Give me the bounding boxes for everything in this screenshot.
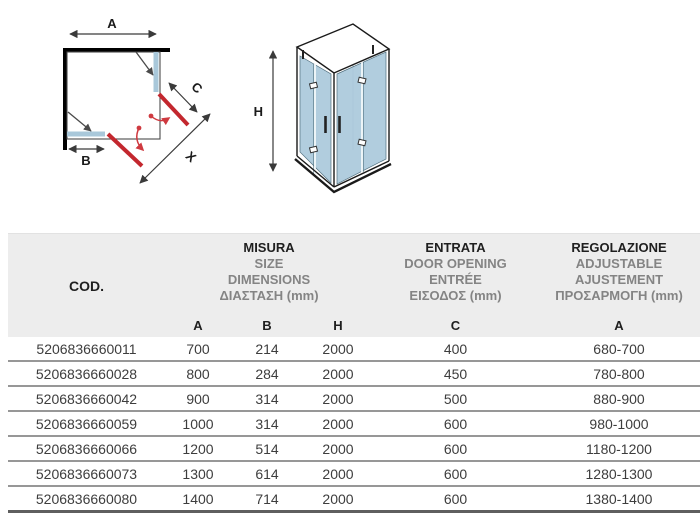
adjustable-cell: 680-700 xyxy=(538,337,700,362)
dim-h-cell: 2000 xyxy=(303,386,373,412)
adjustable-cell: 980-1000 xyxy=(538,411,700,437)
group-subtitle: ΠΡΟΣΑΡΜΟΓΗ (mm) xyxy=(555,288,683,303)
dim-a-cell: 1200 xyxy=(165,436,231,462)
hinges xyxy=(308,76,367,154)
door-opening-cell: 450 xyxy=(373,361,538,387)
column-header-a: A xyxy=(165,313,231,337)
dim-a-cell: 1400 xyxy=(165,486,231,513)
group-subtitle: AJUSTEMENT xyxy=(574,272,664,287)
cod-cell: 5206836660073 xyxy=(8,461,165,487)
dim-b-cell: 714 xyxy=(231,486,303,513)
dimension-a: A xyxy=(69,16,157,39)
dim-h-cell: 2000 xyxy=(303,361,373,387)
cod-cell: 5206836660059 xyxy=(8,411,165,437)
group-subtitle: DIMENSIONS xyxy=(227,272,311,287)
dim-a-cell: 900 xyxy=(165,386,231,412)
group-header-misura: MISURA SIZE DIMENSIONS ΔΙΑΣΤΑΣΗ (mm) xyxy=(165,233,373,313)
column-header-adj-a: A xyxy=(538,313,700,337)
group-subtitle: ΔΙΑΣΤΑΣΗ (mm) xyxy=(219,288,319,303)
spec-table: COD. MISURA SIZE DIMENSIONS ΔΙΑΣΤΑΣΗ (mm… xyxy=(8,233,700,513)
column-header-b: B xyxy=(231,313,303,337)
box-frame-edges xyxy=(296,47,390,188)
door-handles xyxy=(324,116,341,133)
door-opening-cell: 400 xyxy=(373,337,538,362)
spec-table-wrap: COD. MISURA SIZE DIMENSIONS ΔΙΑΣΤΑΣΗ (mm… xyxy=(8,233,700,513)
table-row: 5206836660073 1300 614 2000 600 1280-130… xyxy=(8,461,700,487)
dimension-x-label: X xyxy=(183,148,200,165)
cod-cell: 5206836660080 xyxy=(8,486,165,513)
dimension-a-label: A xyxy=(107,16,117,31)
door-opening-cell: 600 xyxy=(373,436,538,462)
dimension-h-label: H xyxy=(254,104,263,119)
group-title-misura: MISURA xyxy=(243,240,295,255)
table-row: 5206836660011 700 214 2000 400 680-700 xyxy=(8,337,700,362)
cod-cell: 5206836660042 xyxy=(8,386,165,412)
column-header-c: C xyxy=(373,313,538,337)
glass-leader-bottom-left xyxy=(67,111,92,132)
door-opening-cell: 600 xyxy=(373,486,538,513)
cod-column-header: COD. xyxy=(8,233,165,337)
spec-table-body: 5206836660011 700 214 2000 400 680-700 5… xyxy=(8,337,700,513)
adjustable-cell: 880-900 xyxy=(538,386,700,412)
isometric-view-diagram: H xyxy=(254,23,392,194)
group-subtitle: ENTRÉE xyxy=(429,272,482,287)
base-tray xyxy=(294,158,392,194)
cod-cell: 5206836660011 xyxy=(8,337,165,362)
dim-h-cell: 2000 xyxy=(303,436,373,462)
spec-table-header: COD. MISURA SIZE DIMENSIONS ΔΙΑΣΤΑΣΗ (mm… xyxy=(8,233,700,337)
dim-h-cell: 2000 xyxy=(303,461,373,487)
dim-h-cell: 2000 xyxy=(303,411,373,437)
adjustable-cell: 780-800 xyxy=(538,361,700,387)
plan-view-diagram: A C X B xyxy=(63,16,211,184)
dim-a-cell: 800 xyxy=(165,361,231,387)
glass-leader-top-right xyxy=(135,51,154,76)
group-header-regolazione: REGOLAZIONE ADJUSTABLE AJUSTEMENT ΠΡΟΣΑΡ… xyxy=(538,233,700,313)
adjustable-cell: 1180-1200 xyxy=(538,436,700,462)
dim-b-cell: 314 xyxy=(231,411,303,437)
dim-h-cell: 2000 xyxy=(303,486,373,513)
group-subtitle: ADJUSTABLE xyxy=(575,256,663,271)
dim-b-cell: 214 xyxy=(231,337,303,362)
dimension-x: X xyxy=(139,113,211,184)
dim-b-cell: 514 xyxy=(231,436,303,462)
dim-b-cell: 314 xyxy=(231,386,303,412)
cod-cell: 5206836660028 xyxy=(8,361,165,387)
dim-a-cell: 1300 xyxy=(165,461,231,487)
column-header-h: H xyxy=(303,313,373,337)
dimension-b: B xyxy=(68,144,105,168)
door-opening-cell: 500 xyxy=(373,386,538,412)
adjustable-cell: 1380-1400 xyxy=(538,486,700,513)
group-subtitle: DOOR OPENING xyxy=(404,256,507,271)
dim-a-cell: 1000 xyxy=(165,411,231,437)
door-opening-cell: 600 xyxy=(373,461,538,487)
dim-b-cell: 614 xyxy=(231,461,303,487)
table-row: 5206836660059 1000 314 2000 600 980-1000 xyxy=(8,411,700,437)
door-opening-cell: 600 xyxy=(373,411,538,437)
dimension-c-label: C xyxy=(189,79,206,97)
table-row: 5206836660028 800 284 2000 450 780-800 xyxy=(8,361,700,387)
dimension-h: H xyxy=(254,50,278,172)
group-subtitle: SIZE xyxy=(254,256,284,271)
dim-b-cell: 284 xyxy=(231,361,303,387)
table-row: 5206836660066 1200 514 2000 600 1180-120… xyxy=(8,436,700,462)
dimension-b-label: B xyxy=(81,153,90,168)
dim-h-cell: 2000 xyxy=(303,337,373,362)
table-row: 5206836660080 1400 714 2000 600 1380-140… xyxy=(8,486,700,513)
technical-drawings: A C X B xyxy=(63,16,392,194)
group-subtitle: ΕΙΣΟΔΟΣ (mm) xyxy=(409,288,502,303)
wall-lines xyxy=(63,48,170,150)
group-title-entrata: ENTRATA xyxy=(425,240,486,255)
adjustable-cell: 1280-1300 xyxy=(538,461,700,487)
group-header-entrata: ENTRATA DOOR OPENING ENTRÉE ΕΙΣΟΔΟΣ (mm) xyxy=(373,233,538,313)
group-title-regolazione: REGOLAZIONE xyxy=(571,240,667,255)
door-panel-bottom xyxy=(106,132,144,168)
cod-cell: 5206836660066 xyxy=(8,436,165,462)
dim-a-cell: 700 xyxy=(165,337,231,362)
table-row: 5206836660042 900 314 2000 500 880-900 xyxy=(8,386,700,412)
dimension-c: C xyxy=(168,79,206,113)
